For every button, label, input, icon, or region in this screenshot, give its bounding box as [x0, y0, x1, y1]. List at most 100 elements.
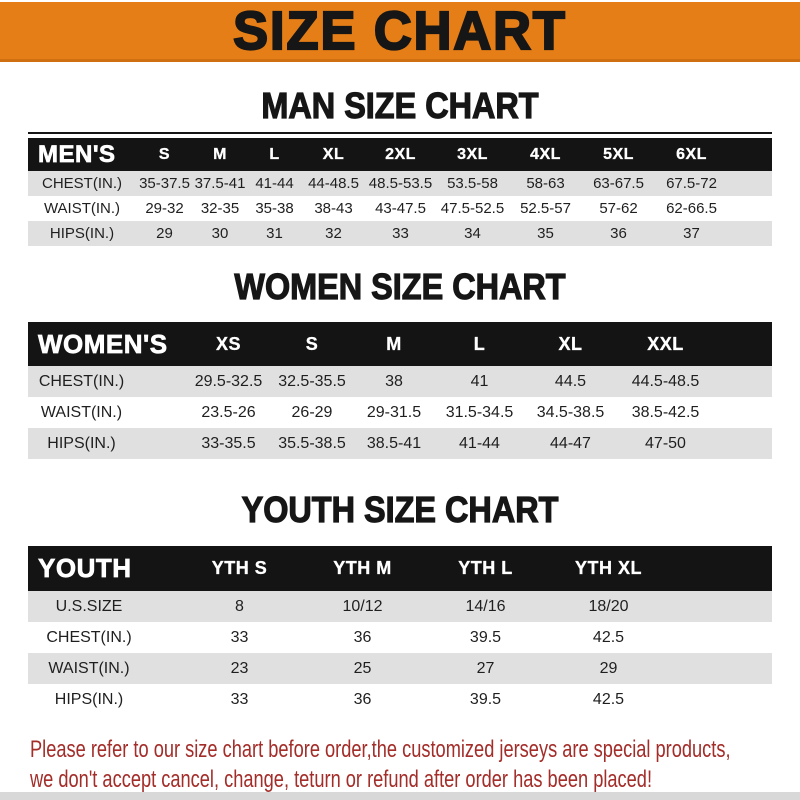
- size-column-header: XS: [185, 322, 272, 366]
- women-table-slot: WOMEN'S XS S M L XL XXL CHEST(IN.) 29.5-32.5 32.5…: [0, 322, 800, 459]
- row-label: U.S.SIZE: [55, 597, 123, 615]
- size-header-row: MEN'S S M L XL 2XL 3XL 4XL 5XL 6XL: [28, 138, 772, 171]
- size-value-cell: 36: [610, 225, 627, 242]
- table-corner-label: YOUTH: [28, 546, 178, 591]
- header-filler-cell: [670, 546, 772, 591]
- size-value-cell: 39.5: [469, 628, 502, 646]
- row-label: HIPS(IN.): [47, 434, 116, 452]
- size-value-cell: 67.5-72: [666, 175, 717, 192]
- size-header-row: YOUTH YTH S YTH M YTH L YTH XL: [28, 546, 772, 591]
- size-value-cell: 32: [325, 225, 342, 242]
- size-value-cell: 52.5-57: [520, 200, 571, 217]
- size-value-cell: 29: [599, 659, 618, 677]
- size-value-cell: 35-37.5: [139, 175, 190, 192]
- men-table-slot: MEN'S S M L XL 2XL 3XL 4XL 5XL 6XL CHEST(IN.) 35-37…: [0, 138, 800, 246]
- size-value-cell: 29: [156, 225, 173, 242]
- size-value-cell: 44.5: [554, 372, 587, 390]
- row-filler-cell: [713, 397, 772, 428]
- size-value-cell: 38.5-41: [366, 434, 422, 452]
- size-value-cell: 39.5: [469, 690, 502, 708]
- size-value-cell: 62-66.5: [666, 200, 717, 217]
- size-column-header: S: [272, 322, 352, 366]
- size-value-cell: 58-63: [526, 175, 565, 192]
- row-filler-cell: [670, 622, 772, 653]
- size-column-header: 6XL: [655, 138, 728, 171]
- row-label: HIPS(IN.): [49, 225, 115, 242]
- measurement-row: HIPS(IN.) 33-35.5 35.5-38.5 38.5-41 41-44 44-…: [28, 428, 772, 459]
- size-value-cell: 14/16: [465, 597, 506, 615]
- size-value-cell: 44.5-48.5: [631, 372, 700, 390]
- footer-note-line-2: we don't accept cancel, change, teturn o…: [30, 766, 653, 793]
- youth-section-heading-text: YOUTH SIZE CHART: [241, 489, 559, 530]
- size-value-cell: 37.5-41: [194, 175, 246, 192]
- size-column-header: YTH M: [301, 546, 424, 591]
- size-value-cell: 30: [211, 225, 229, 242]
- size-value-cell: 23: [230, 659, 249, 677]
- size-value-cell: 57-62: [599, 200, 638, 217]
- size-value-cell: 18/20: [588, 597, 629, 615]
- size-value-cell: 31.5-34.5: [445, 403, 514, 421]
- size-value-cell: 42.5: [592, 690, 625, 708]
- size-column-header: L: [247, 138, 302, 171]
- size-value-cell: 38.5-42.5: [631, 403, 700, 421]
- size-value-cell: 47.5-52.5: [440, 200, 505, 217]
- measurement-row: WAIST(IN.) 23 25 27 29: [28, 653, 772, 684]
- size-column-header: XL: [523, 322, 618, 366]
- size-value-cell: 29.5-32.5: [194, 372, 263, 390]
- size-column-header: M: [193, 138, 247, 171]
- measurement-row: HIPS(IN.) 33 36 39.5 42.5: [28, 684, 772, 715]
- size-value-cell: 26-29: [291, 403, 333, 421]
- measurement-row: CHEST(IN.) 29.5-32.5 32.5-35.5 38 41 44.5 44.5…: [28, 366, 772, 397]
- size-value-cell: 42.5: [592, 628, 625, 646]
- size-value-cell: 34.5-38.5: [536, 403, 605, 421]
- size-column-header: YTH L: [424, 546, 547, 591]
- row-label: CHEST(IN.): [38, 372, 125, 390]
- row-label: WAIST(IN.): [43, 200, 121, 217]
- women-size-table: WOMEN'S XS S M L XL XXL CHEST(IN.) 29.5-32.5 32.5…: [28, 322, 772, 459]
- row-filler-cell: [728, 196, 772, 221]
- measurement-row: HIPS(IN.) 29 30 31 32 33 34 35 36 37: [28, 221, 772, 246]
- men-size-table: MEN'S S M L XL 2XL 3XL 4XL 5XL 6XL CHEST(IN.) 35-37…: [28, 138, 772, 246]
- size-value-cell: 29-31.5: [366, 403, 422, 421]
- size-value-cell: 31: [266, 225, 283, 242]
- row-label: WAIST(IN.): [48, 659, 130, 677]
- size-value-cell: 32.5-35.5: [278, 372, 346, 390]
- size-value-cell: 35: [537, 225, 554, 242]
- man-size-section: MAN SIZE CHART MEN'S S M L XL 2XL 3XL 4XL 5XL 6XL…: [0, 87, 800, 246]
- size-value-cell: 35-38: [255, 200, 294, 217]
- women-section-heading: WOMEN SIZE CHART: [0, 268, 800, 305]
- youth-size-table: YOUTH YTH S YTH M YTH L YTH XL U.S.SIZE 8 10/12…: [28, 546, 772, 715]
- header-filler-cell: [713, 322, 772, 366]
- size-value-cell: 25: [353, 659, 372, 677]
- size-value-cell: 38: [385, 372, 403, 390]
- row-label: WAIST(IN.): [40, 403, 123, 421]
- row-filler-cell: [670, 684, 772, 715]
- size-value-cell: 44-47: [550, 434, 591, 452]
- size-value-cell: 48.5-53.5: [368, 175, 433, 192]
- size-column-header: S: [136, 138, 193, 171]
- table-corner-label: MEN'S: [28, 138, 136, 171]
- size-value-cell: 10/12: [342, 597, 383, 615]
- row-label: CHEST(IN.): [46, 628, 132, 646]
- row-filler-cell: [728, 171, 772, 196]
- size-value-cell: 53.5-58: [447, 175, 498, 192]
- header-filler-cell: [728, 138, 772, 171]
- row-filler-cell: [670, 653, 772, 684]
- size-value-cell: 27: [476, 659, 495, 677]
- size-value-cell: 47-50: [645, 434, 686, 452]
- size-chart-banner: SIZE CHART: [0, 2, 800, 62]
- size-value-cell: 41-44: [459, 434, 500, 452]
- row-filler-cell: [713, 428, 772, 459]
- size-value-cell: 33: [392, 225, 409, 242]
- women-size-section: WOMEN SIZE CHART WOMEN'S XS S M L XL XXL CHEST(…: [0, 268, 800, 459]
- size-value-cell: 32-35: [200, 200, 240, 217]
- row-label: CHEST(IN.): [42, 175, 122, 192]
- size-header-row: WOMEN'S XS S M L XL XXL: [28, 322, 772, 366]
- footer-note-line-1: Please refer to our size chart before or…: [30, 736, 731, 763]
- measurement-row: CHEST(IN.) 33 36 39.5 42.5: [28, 622, 772, 653]
- size-column-header: 2XL: [365, 138, 436, 171]
- size-value-cell: 33: [230, 628, 249, 646]
- row-filler-cell: [728, 221, 772, 246]
- row-filler-cell: [670, 591, 772, 622]
